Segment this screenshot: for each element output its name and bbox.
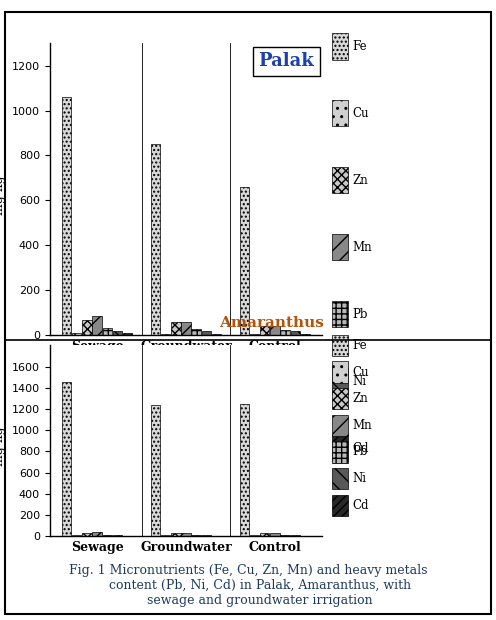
Bar (182, 322, 190, 335)
Text: Cd: Cd (352, 499, 369, 511)
Bar (260, 326, 269, 335)
Bar (240, 187, 249, 335)
Y-axis label: mg kg⁻¹: mg kg⁻¹ (0, 164, 6, 215)
Bar (82, 320, 92, 335)
Bar (270, 326, 280, 335)
Text: Pb: Pb (352, 308, 368, 321)
Bar (212, 334, 221, 335)
Text: Ni: Ni (352, 472, 366, 485)
Bar (161, 334, 170, 335)
Text: Mn: Mn (352, 419, 372, 432)
Bar (280, 535, 290, 536)
Bar (202, 332, 211, 335)
Bar (103, 328, 112, 335)
Text: Fig. 1 Micronutrients (Fe, Cu, Zn, Mn) and heavy metals
      content (Pb, Ni, C: Fig. 1 Micronutrients (Fe, Cu, Zn, Mn) a… (69, 564, 427, 607)
Bar (92, 532, 102, 536)
Bar (250, 334, 259, 335)
Text: Cu: Cu (352, 366, 369, 378)
Bar (82, 533, 92, 536)
Bar (92, 316, 102, 335)
Text: Cd: Cd (352, 442, 369, 454)
Text: Palak: Palak (258, 52, 314, 70)
Bar (301, 334, 310, 335)
Text: Pb: Pb (352, 446, 368, 458)
Text: Fe: Fe (352, 339, 367, 352)
Text: Fe: Fe (352, 40, 367, 53)
Bar (291, 332, 300, 335)
Bar (260, 533, 269, 536)
Bar (171, 322, 181, 335)
Bar (72, 535, 81, 536)
Bar (72, 332, 81, 335)
Bar (280, 330, 290, 335)
Bar (270, 533, 280, 536)
Text: Mn: Mn (352, 241, 372, 254)
Bar (191, 329, 201, 335)
Bar (240, 404, 249, 536)
Text: Amaranthus: Amaranthus (219, 316, 323, 330)
Text: Cu: Cu (352, 107, 369, 120)
Bar (113, 332, 122, 335)
Bar (191, 535, 201, 536)
Bar (182, 533, 190, 536)
Text: Zn: Zn (352, 392, 368, 405)
Bar (123, 333, 132, 335)
Text: Ni: Ni (352, 375, 366, 388)
Bar (62, 383, 71, 536)
Bar (171, 533, 181, 536)
Y-axis label: mg kg⁻¹: mg kg⁻¹ (0, 415, 6, 466)
Bar (62, 97, 71, 335)
Bar (151, 405, 160, 536)
Text: Zn: Zn (352, 174, 368, 187)
Bar (151, 144, 160, 335)
Bar (103, 534, 112, 536)
